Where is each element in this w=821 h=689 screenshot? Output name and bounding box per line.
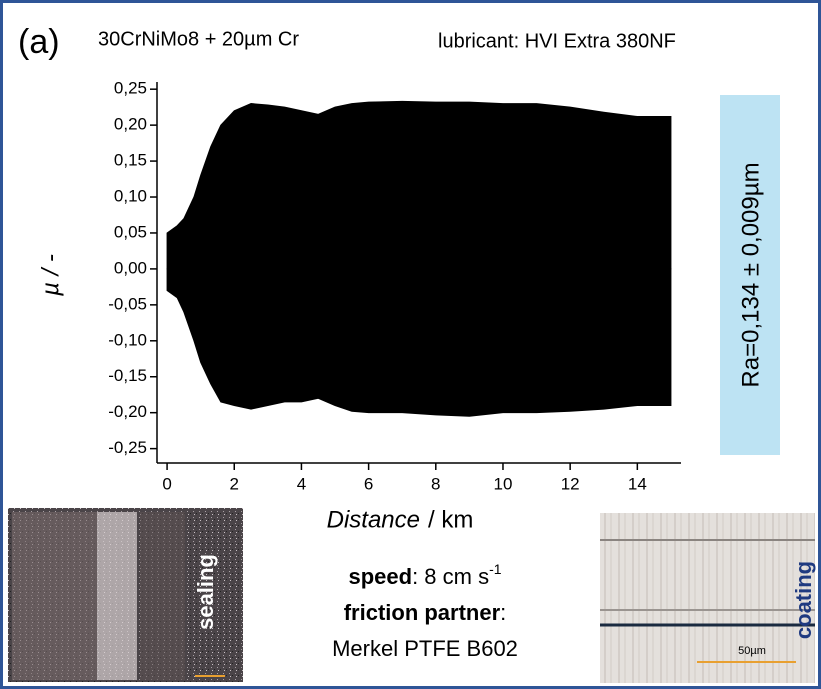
- y-tick-label: 0,05: [114, 222, 147, 241]
- y-axis-label: µ / -: [37, 254, 64, 297]
- photo-region: [140, 512, 185, 680]
- y-tick-label: -0,25: [108, 438, 147, 457]
- x-axis-unit: / km: [428, 506, 473, 533]
- photo-region: [12, 512, 97, 680]
- x-tick-label: 8: [431, 474, 440, 493]
- y-tick-label: 0,20: [114, 115, 147, 134]
- partner-colon: :: [500, 600, 506, 625]
- x-tick-label: 4: [297, 474, 306, 493]
- scale-label: 50µm: [738, 645, 766, 657]
- page: {"chart_data": {"type": "band", "panel_l…: [0, 0, 821, 689]
- band-area: [167, 269, 671, 416]
- x-axis-label: Distance: [327, 506, 420, 533]
- y-tick-label: -0,10: [108, 330, 147, 349]
- speed-line: speed: 8 cm s-1: [348, 561, 501, 589]
- x-tick-label: 0: [162, 474, 171, 493]
- panel-label: (a): [18, 23, 60, 61]
- image-label: coating: [791, 561, 816, 639]
- speed-label: speed: [348, 564, 412, 589]
- x-tick-label: 2: [230, 474, 239, 493]
- x-tick-label: 10: [494, 474, 513, 493]
- chart-subtitle: lubricant: HVI Extra 380NF: [438, 30, 676, 52]
- chart-title: 30CrNiMo8 + 20µm Cr: [98, 28, 299, 50]
- y-tick-label: 0,15: [114, 151, 147, 170]
- x-tick-label: 12: [561, 474, 580, 493]
- figure: (a) 30CrNiMo8 + 20µm Cr lubricant: HVI E…: [0, 0, 821, 689]
- speed-value: : 8 cm s: [412, 564, 489, 589]
- y-tick-label: 0,10: [114, 187, 147, 206]
- image-label: sealing: [193, 554, 218, 630]
- coating-photo: [600, 513, 815, 683]
- partner-value: Merkel PTFE B602: [332, 636, 518, 661]
- annotation: Ra=0,134 ± 0,009µm: [737, 162, 764, 387]
- y-tick-label: -0,05: [108, 294, 147, 313]
- y-tick-label: -0,15: [108, 366, 147, 385]
- partner-label: friction partner: [344, 600, 501, 625]
- partner-line: friction partner:: [344, 600, 507, 625]
- y-tick-label: -0,20: [108, 402, 147, 421]
- y-tick-label: 0,00: [114, 258, 147, 277]
- x-tick-label: 6: [364, 474, 373, 493]
- x-tick-label: 14: [628, 474, 647, 493]
- speed-exponent: -1: [489, 561, 502, 577]
- photo-region: [97, 512, 137, 680]
- band-area: [167, 101, 671, 268]
- y-tick-label: 0,25: [114, 79, 147, 98]
